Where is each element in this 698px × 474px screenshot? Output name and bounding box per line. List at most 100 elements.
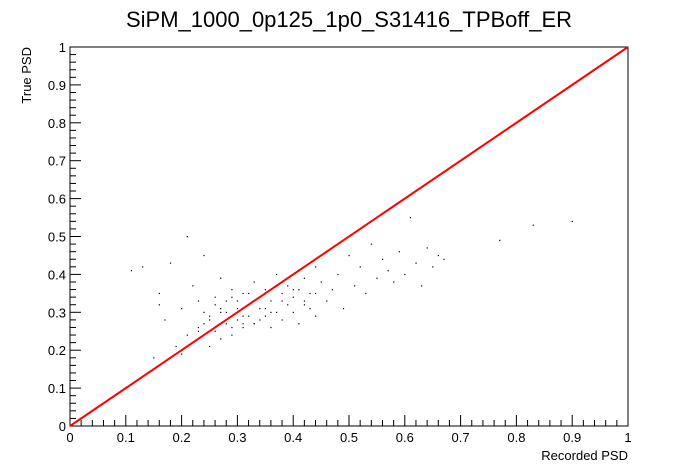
- y-tick-label: 0.6: [48, 192, 66, 207]
- data-point: [326, 300, 328, 302]
- data-point: [270, 311, 272, 313]
- data-point: [421, 285, 423, 287]
- data-point: [253, 281, 255, 283]
- data-point: [315, 292, 317, 295]
- data-point: [231, 326, 233, 329]
- y-tick-label: 0.9: [48, 78, 66, 93]
- x-tick-label: 0: [66, 430, 73, 445]
- y-tick-label: 0.2: [48, 343, 66, 358]
- data-point: [175, 345, 177, 348]
- data-point: [231, 296, 233, 298]
- data-point: [225, 323, 227, 325]
- data-point: [264, 308, 266, 310]
- data-point: [432, 266, 434, 268]
- data-point: [264, 289, 266, 291]
- data-point: [415, 262, 417, 264]
- y-tick-label: 0.4: [48, 267, 66, 282]
- y-axis-label: True PSD: [19, 47, 34, 104]
- data-point: [398, 251, 400, 253]
- y-tick-label: 0.3: [48, 305, 66, 320]
- data-point: [281, 300, 283, 302]
- data-point: [209, 319, 211, 321]
- data-point: [303, 304, 306, 306]
- data-point: [404, 273, 406, 276]
- data-point: [281, 292, 283, 295]
- y-tick-label: 0.8: [48, 116, 66, 131]
- data-point: [142, 266, 144, 268]
- x-tick-label: 0.5: [340, 430, 358, 445]
- data-point: [287, 304, 289, 306]
- data-point: [331, 289, 333, 291]
- data-point: [214, 296, 216, 298]
- data-point: [292, 311, 294, 313]
- y-axis-ticks: 0 0.1 0.2 0.3 0.4 0.5 0.6 0.7 0.8 0.9 1: [48, 40, 81, 434]
- data-point: [315, 315, 317, 317]
- data-point: [281, 319, 283, 321]
- data-point: [181, 308, 183, 310]
- data-point: [292, 289, 294, 291]
- y-tick-label: 0: [59, 419, 66, 434]
- data-point: [197, 326, 200, 329]
- data-point: [242, 315, 244, 317]
- data-point: [236, 308, 239, 310]
- data-point: [359, 266, 361, 268]
- x-axis-label: Recorded PSD: [541, 448, 628, 463]
- data-point: [264, 315, 266, 317]
- x-axis-ticks: 0 0.1 0.2 0.3 0.4 0.5 0.6 0.7 0.8 0.9 1: [66, 415, 632, 445]
- data-point: [532, 224, 534, 226]
- data-point: [437, 254, 439, 257]
- data-point: [337, 273, 339, 276]
- data-point: [158, 292, 160, 295]
- data-point: [192, 285, 194, 287]
- data-point: [197, 330, 200, 332]
- data-point: [225, 300, 227, 302]
- data-point: [242, 323, 244, 325]
- data-point: [270, 326, 272, 329]
- data-point: [242, 292, 244, 295]
- x-tick-label: 0.4: [284, 430, 302, 445]
- data-point: [164, 319, 166, 321]
- data-point: [203, 323, 205, 325]
- x-tick-label: 0.8: [507, 430, 525, 445]
- data-point: [181, 353, 183, 355]
- data-point: [236, 300, 239, 302]
- data-point: [220, 308, 222, 310]
- data-point: [387, 270, 389, 272]
- data-point: [197, 300, 200, 302]
- data-point: [381, 258, 384, 260]
- data-point: [275, 311, 278, 313]
- y-tick-label: 0.1: [48, 381, 66, 396]
- data-point: [220, 277, 222, 279]
- y-tick-label: 0.5: [48, 230, 66, 245]
- data-point: [169, 262, 172, 264]
- data-point: [303, 300, 306, 302]
- data-point: [259, 319, 261, 321]
- data-point: [309, 292, 311, 295]
- data-point: [320, 281, 322, 283]
- data-point: [248, 315, 250, 317]
- data-point: [130, 270, 133, 272]
- data-point: [443, 258, 445, 260]
- x-tick-label: 0.7: [452, 430, 470, 445]
- data-point: [309, 308, 311, 310]
- data-point: [214, 330, 216, 332]
- data-point: [253, 323, 255, 325]
- x-tick-label: 0.2: [173, 430, 191, 445]
- data-point: [298, 323, 300, 325]
- data-point: [365, 292, 367, 295]
- x-tick-label: 1: [624, 430, 631, 445]
- data-point: [203, 311, 205, 313]
- data-point: [242, 326, 244, 329]
- data-point: [248, 292, 250, 295]
- data-point: [292, 296, 294, 298]
- data-point: [287, 285, 289, 287]
- data-point: [209, 315, 211, 317]
- data-point: [354, 285, 356, 287]
- data-point: [376, 277, 378, 279]
- data-point: [409, 217, 412, 219]
- data-point: [214, 304, 216, 306]
- x-tick-label: 0.6: [396, 430, 414, 445]
- data-point: [303, 277, 306, 279]
- y-tick-label: 1: [59, 40, 66, 55]
